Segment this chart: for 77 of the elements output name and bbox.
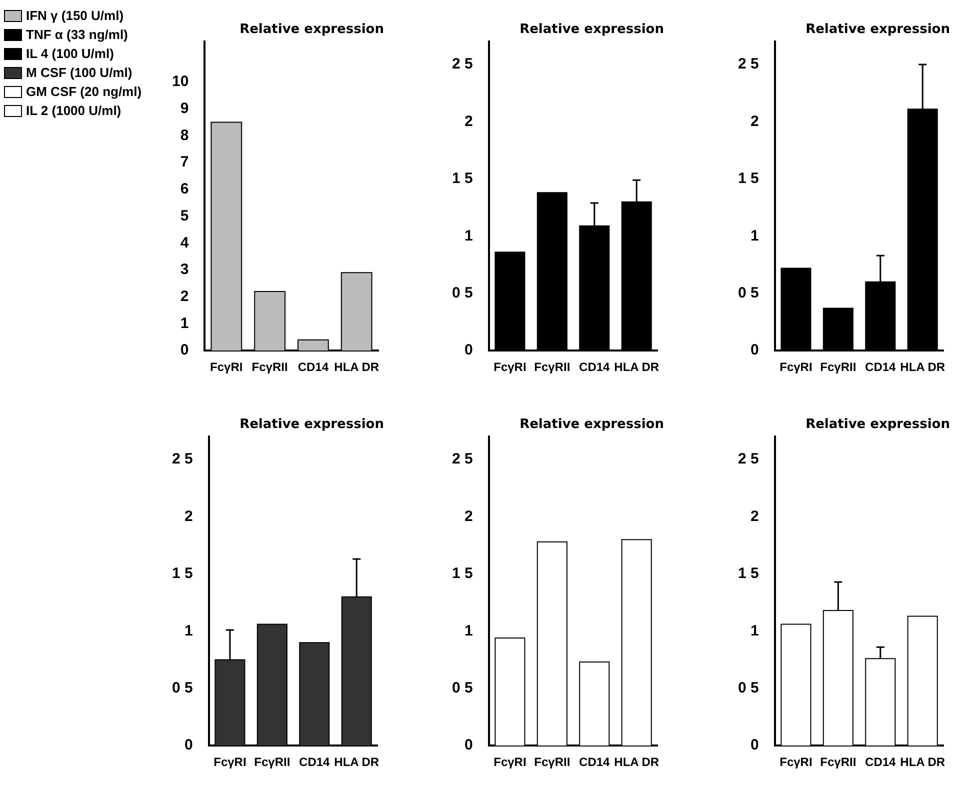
x-tick-label: CD14 [865, 360, 896, 374]
chart-title: Relative expression [806, 22, 950, 38]
x-tick-label: HLA DR [614, 360, 660, 374]
x-tick-label: HLA DR [614, 755, 660, 770]
y-tick-label: 2 5 [172, 450, 193, 468]
y-tick-label: 0 [180, 342, 189, 359]
chart-title: Relative expression [806, 417, 950, 432]
y-tick-label: 0 [464, 342, 473, 359]
y-tick-label: 5 [180, 207, 189, 224]
y-tick-label: 4 [180, 234, 190, 252]
text: IL 2 (1000 U/ml) [26, 103, 122, 118]
y-tick-label: 2 5 [452, 450, 473, 468]
x-tick-label: CD14 [579, 360, 610, 374]
x-tick-label: FcγRII [254, 755, 290, 770]
x-tick-label: FcγRI [780, 755, 812, 770]
x-tick-label: FcγRII [534, 360, 570, 374]
y-tick-label: 1 5 [172, 565, 193, 582]
y-tick-label: 0 5 [452, 284, 473, 302]
y-tick-label: 0 5 [738, 284, 759, 302]
y-tick-label: 1 [464, 227, 473, 244]
x-tick-label: HLA DR [334, 360, 380, 374]
y-tick-label: 2 5 [738, 450, 759, 468]
x-tick-label: HLA DR [900, 755, 946, 770]
legend-label: IFN γ (150 U/ml) [26, 8, 124, 23]
y-tick-label: 6 [180, 180, 189, 198]
y-tick-label: 2 [750, 112, 759, 130]
x-tick-label: FcγRI [210, 360, 243, 374]
y-tick-label: 0 5 [172, 680, 193, 697]
y-tick-label: 0 [750, 342, 759, 359]
y-tick-label: 10 [172, 73, 189, 90]
y-tick-label: 0 [184, 736, 193, 754]
chart-title: Relative expression [240, 417, 384, 432]
y-tick-label: 8 [180, 126, 189, 144]
text: IL 4 (100 U/ml) [26, 46, 114, 61]
x-tick-label: FcγRII [534, 755, 570, 770]
x-tick-label: CD14 [298, 360, 329, 374]
y-tick-label: 0 5 [738, 680, 759, 697]
x-tick-label: FcγRI [780, 360, 812, 374]
x-tick-label: CD14 [865, 755, 896, 770]
y-tick-label: 1 [180, 314, 189, 332]
y-tick-label: 9 [180, 100, 189, 117]
y-tick-label: 3 [180, 261, 189, 278]
x-tick-label: FcγRII [252, 360, 288, 374]
y-tick-label: 0 5 [452, 680, 473, 697]
y-tick-label: 1 5 [452, 170, 473, 188]
chart-title: Relative expression [520, 417, 664, 432]
x-tick-label: CD14 [579, 755, 610, 770]
x-tick-label: FcγRI [214, 755, 246, 770]
y-tick-label: 2 [750, 508, 759, 525]
y-tick-label: 2 5 [452, 56, 473, 73]
legend-label: M CSF (100 U/ml) [26, 65, 132, 80]
x-tick-label: FcγRI [494, 755, 526, 770]
chart-title: Relative expression [520, 22, 664, 38]
x-tick-label: CD14 [299, 755, 330, 770]
text: GM CSF (20 ng/ml) [26, 84, 142, 99]
legend-label: TNF α (33 ng/ml) [26, 27, 128, 42]
y-tick-label: 1 5 [452, 565, 473, 582]
y-tick-label: 1 [750, 227, 759, 244]
y-tick-label: 1 [750, 622, 759, 640]
x-tick-label: FcγRII [820, 360, 856, 374]
y-tick-label: 2 [464, 508, 473, 525]
y-tick-label: 2 [180, 288, 189, 305]
x-tick-label: HLA DR [900, 360, 946, 374]
y-tick-label: 0 [464, 736, 473, 754]
y-tick-label: 2 [184, 508, 193, 525]
y-tick-label: 2 [464, 112, 473, 130]
y-tick-label: 1 5 [738, 170, 759, 188]
y-tick-label: 1 5 [738, 565, 759, 582]
y-tick-label: 1 [464, 622, 473, 640]
y-tick-label: 0 [750, 736, 759, 754]
y-tick-label: 1 [184, 622, 193, 640]
x-tick-label: FcγRI [494, 360, 526, 374]
y-tick-label: 7 [180, 154, 189, 171]
y-tick-label: 2 5 [738, 56, 759, 73]
x-tick-label: HLA DR [334, 755, 380, 770]
x-tick-label: FcγRII [820, 755, 856, 770]
chart-title: Relative expression [240, 22, 384, 38]
